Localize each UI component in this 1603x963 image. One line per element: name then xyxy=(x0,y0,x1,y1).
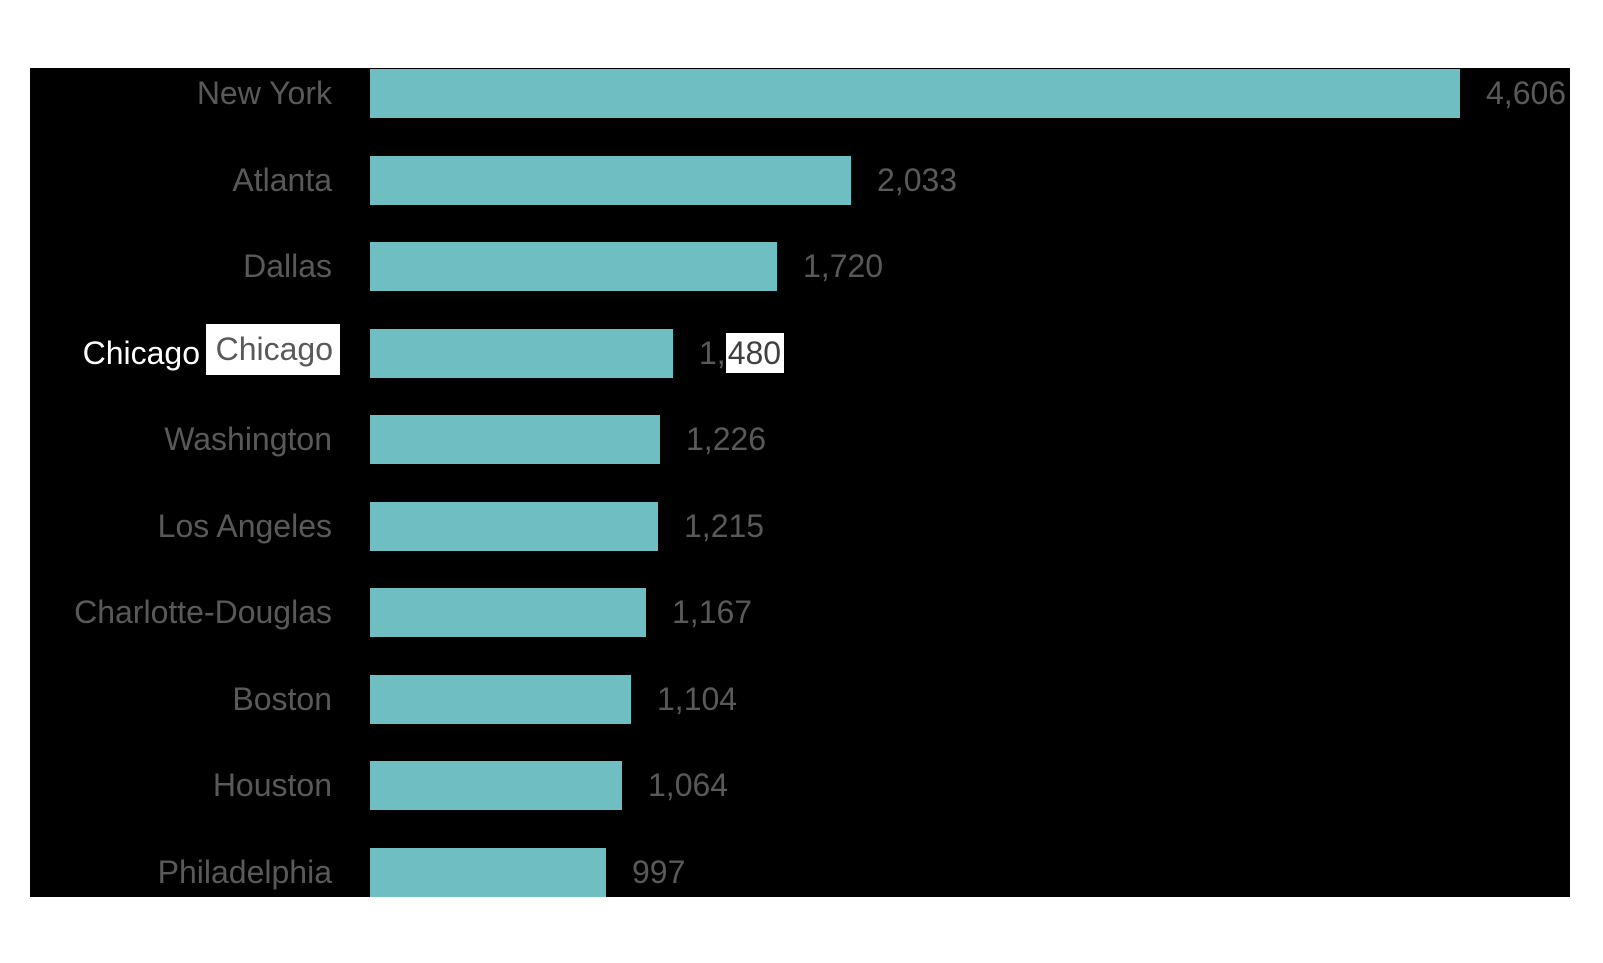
category-label[interactable]: Boston xyxy=(232,680,332,717)
bar[interactable] xyxy=(370,155,851,205)
category-label[interactable]: Dallas xyxy=(243,248,332,284)
category-label[interactable]: Charlotte-Douglas xyxy=(74,594,332,630)
bar[interactable] xyxy=(370,69,1460,118)
chart-row: Philadelphia 997 xyxy=(30,847,1570,897)
chart-row: Charlotte-Douglas 1,167 xyxy=(30,588,1570,637)
bar[interactable] xyxy=(370,501,658,551)
plot-area[interactable]: New York 4,606 Atlanta 2,033 Dallas 1,720 Chic… xyxy=(30,68,1570,897)
value-label[interactable]: 1,720 xyxy=(803,248,884,284)
chart-row: Chicago Chicago 1,480 xyxy=(30,323,1570,378)
bar[interactable] xyxy=(370,761,622,810)
category-label[interactable]: Los Angeles xyxy=(157,507,332,544)
category-label[interactable]: New York xyxy=(196,75,332,111)
value-label[interactable]: 1,480 xyxy=(699,329,785,378)
category-label[interactable]: Atlanta xyxy=(232,161,332,198)
category-label[interactable]: Philadelphia xyxy=(157,853,332,890)
value-selection[interactable]: 480 xyxy=(725,332,785,373)
category-label[interactable]: Houston xyxy=(212,767,332,803)
chart-row: Los Angeles 1,215 xyxy=(30,501,1570,551)
category-edit-box[interactable]: Chicago xyxy=(206,323,340,375)
value-prefix: 1, xyxy=(699,334,726,371)
value-label[interactable]: 1,104 xyxy=(657,680,738,717)
chart-row: Dallas 1,720 xyxy=(30,242,1570,291)
chart-row: Houston 1,064 xyxy=(30,761,1570,810)
value-label[interactable]: 1,064 xyxy=(648,767,729,803)
chart-row: Boston 1,104 xyxy=(30,674,1570,724)
category-label[interactable]: Washington xyxy=(164,421,332,457)
chart-row: New York 4,606 xyxy=(30,69,1570,118)
value-label[interactable]: 1,167 xyxy=(672,594,753,630)
value-label[interactable]: 1,226 xyxy=(686,421,767,457)
chart-row: Atlanta 2,033 xyxy=(30,155,1570,205)
value-label[interactable]: 2,033 xyxy=(877,161,958,198)
value-label[interactable]: 997 xyxy=(632,853,686,890)
bar[interactable] xyxy=(370,847,606,897)
bar[interactable] xyxy=(370,328,673,378)
chart-row: Washington 1,226 xyxy=(30,415,1570,464)
ghost-category-label: Chicago xyxy=(82,334,200,371)
bar[interactable] xyxy=(370,588,646,637)
bar[interactable] xyxy=(370,674,631,724)
bar[interactable] xyxy=(370,242,777,291)
value-label[interactable]: 1,215 xyxy=(684,507,765,544)
value-label[interactable]: 4,606 xyxy=(1486,75,1567,111)
bar[interactable] xyxy=(370,415,660,464)
